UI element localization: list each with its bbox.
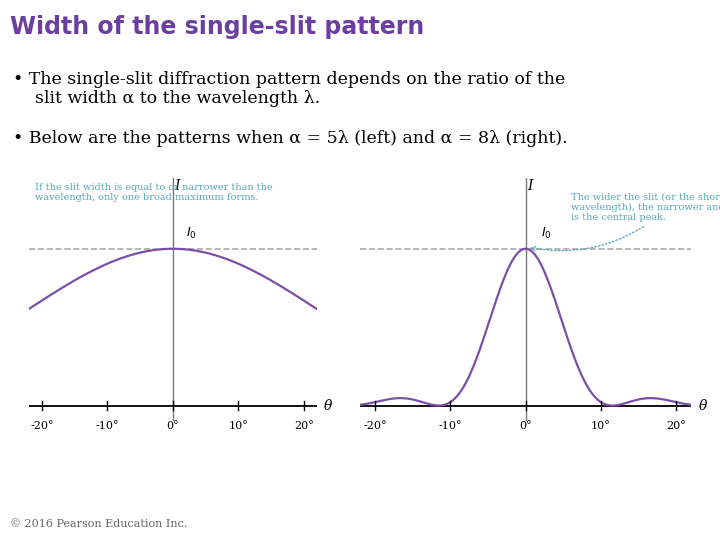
Text: -20°: -20° (30, 421, 54, 431)
Text: -10°: -10° (438, 421, 462, 431)
Text: $I_0$: $I_0$ (541, 226, 552, 241)
Text: 10°: 10° (228, 421, 248, 431)
Text: -20°: -20° (364, 421, 387, 431)
Text: I: I (174, 179, 179, 193)
Text: The wider the slit (or the shorter the
wavelength), the narrower and sharper
is : The wider the slit (or the shorter the w… (531, 192, 720, 251)
Text: Width of the single-slit pattern: Width of the single-slit pattern (10, 15, 424, 39)
Text: If the slit width is equal to or narrower than the
wavelength, only one broad ma: If the slit width is equal to or narrowe… (35, 183, 273, 202)
Text: I: I (527, 179, 533, 193)
Text: θ: θ (323, 399, 332, 413)
Text: © 2016 Pearson Education Inc.: © 2016 Pearson Education Inc. (10, 518, 187, 529)
Text: θ: θ (698, 399, 707, 413)
Text: 20°: 20° (294, 421, 314, 431)
Text: 0°: 0° (519, 421, 532, 431)
Text: 0°: 0° (166, 421, 179, 431)
Text: • The single-slit diffraction pattern depends on the ratio of the
    slit width: • The single-slit diffraction pattern de… (13, 71, 565, 107)
Text: $I_0$: $I_0$ (186, 226, 197, 241)
Text: • Below are the patterns when α = 5λ (left) and α = 8λ (right).: • Below are the patterns when α = 5λ (le… (13, 130, 567, 147)
Text: -10°: -10° (96, 421, 119, 431)
Text: 10°: 10° (591, 421, 611, 431)
Text: 20°: 20° (666, 421, 686, 431)
